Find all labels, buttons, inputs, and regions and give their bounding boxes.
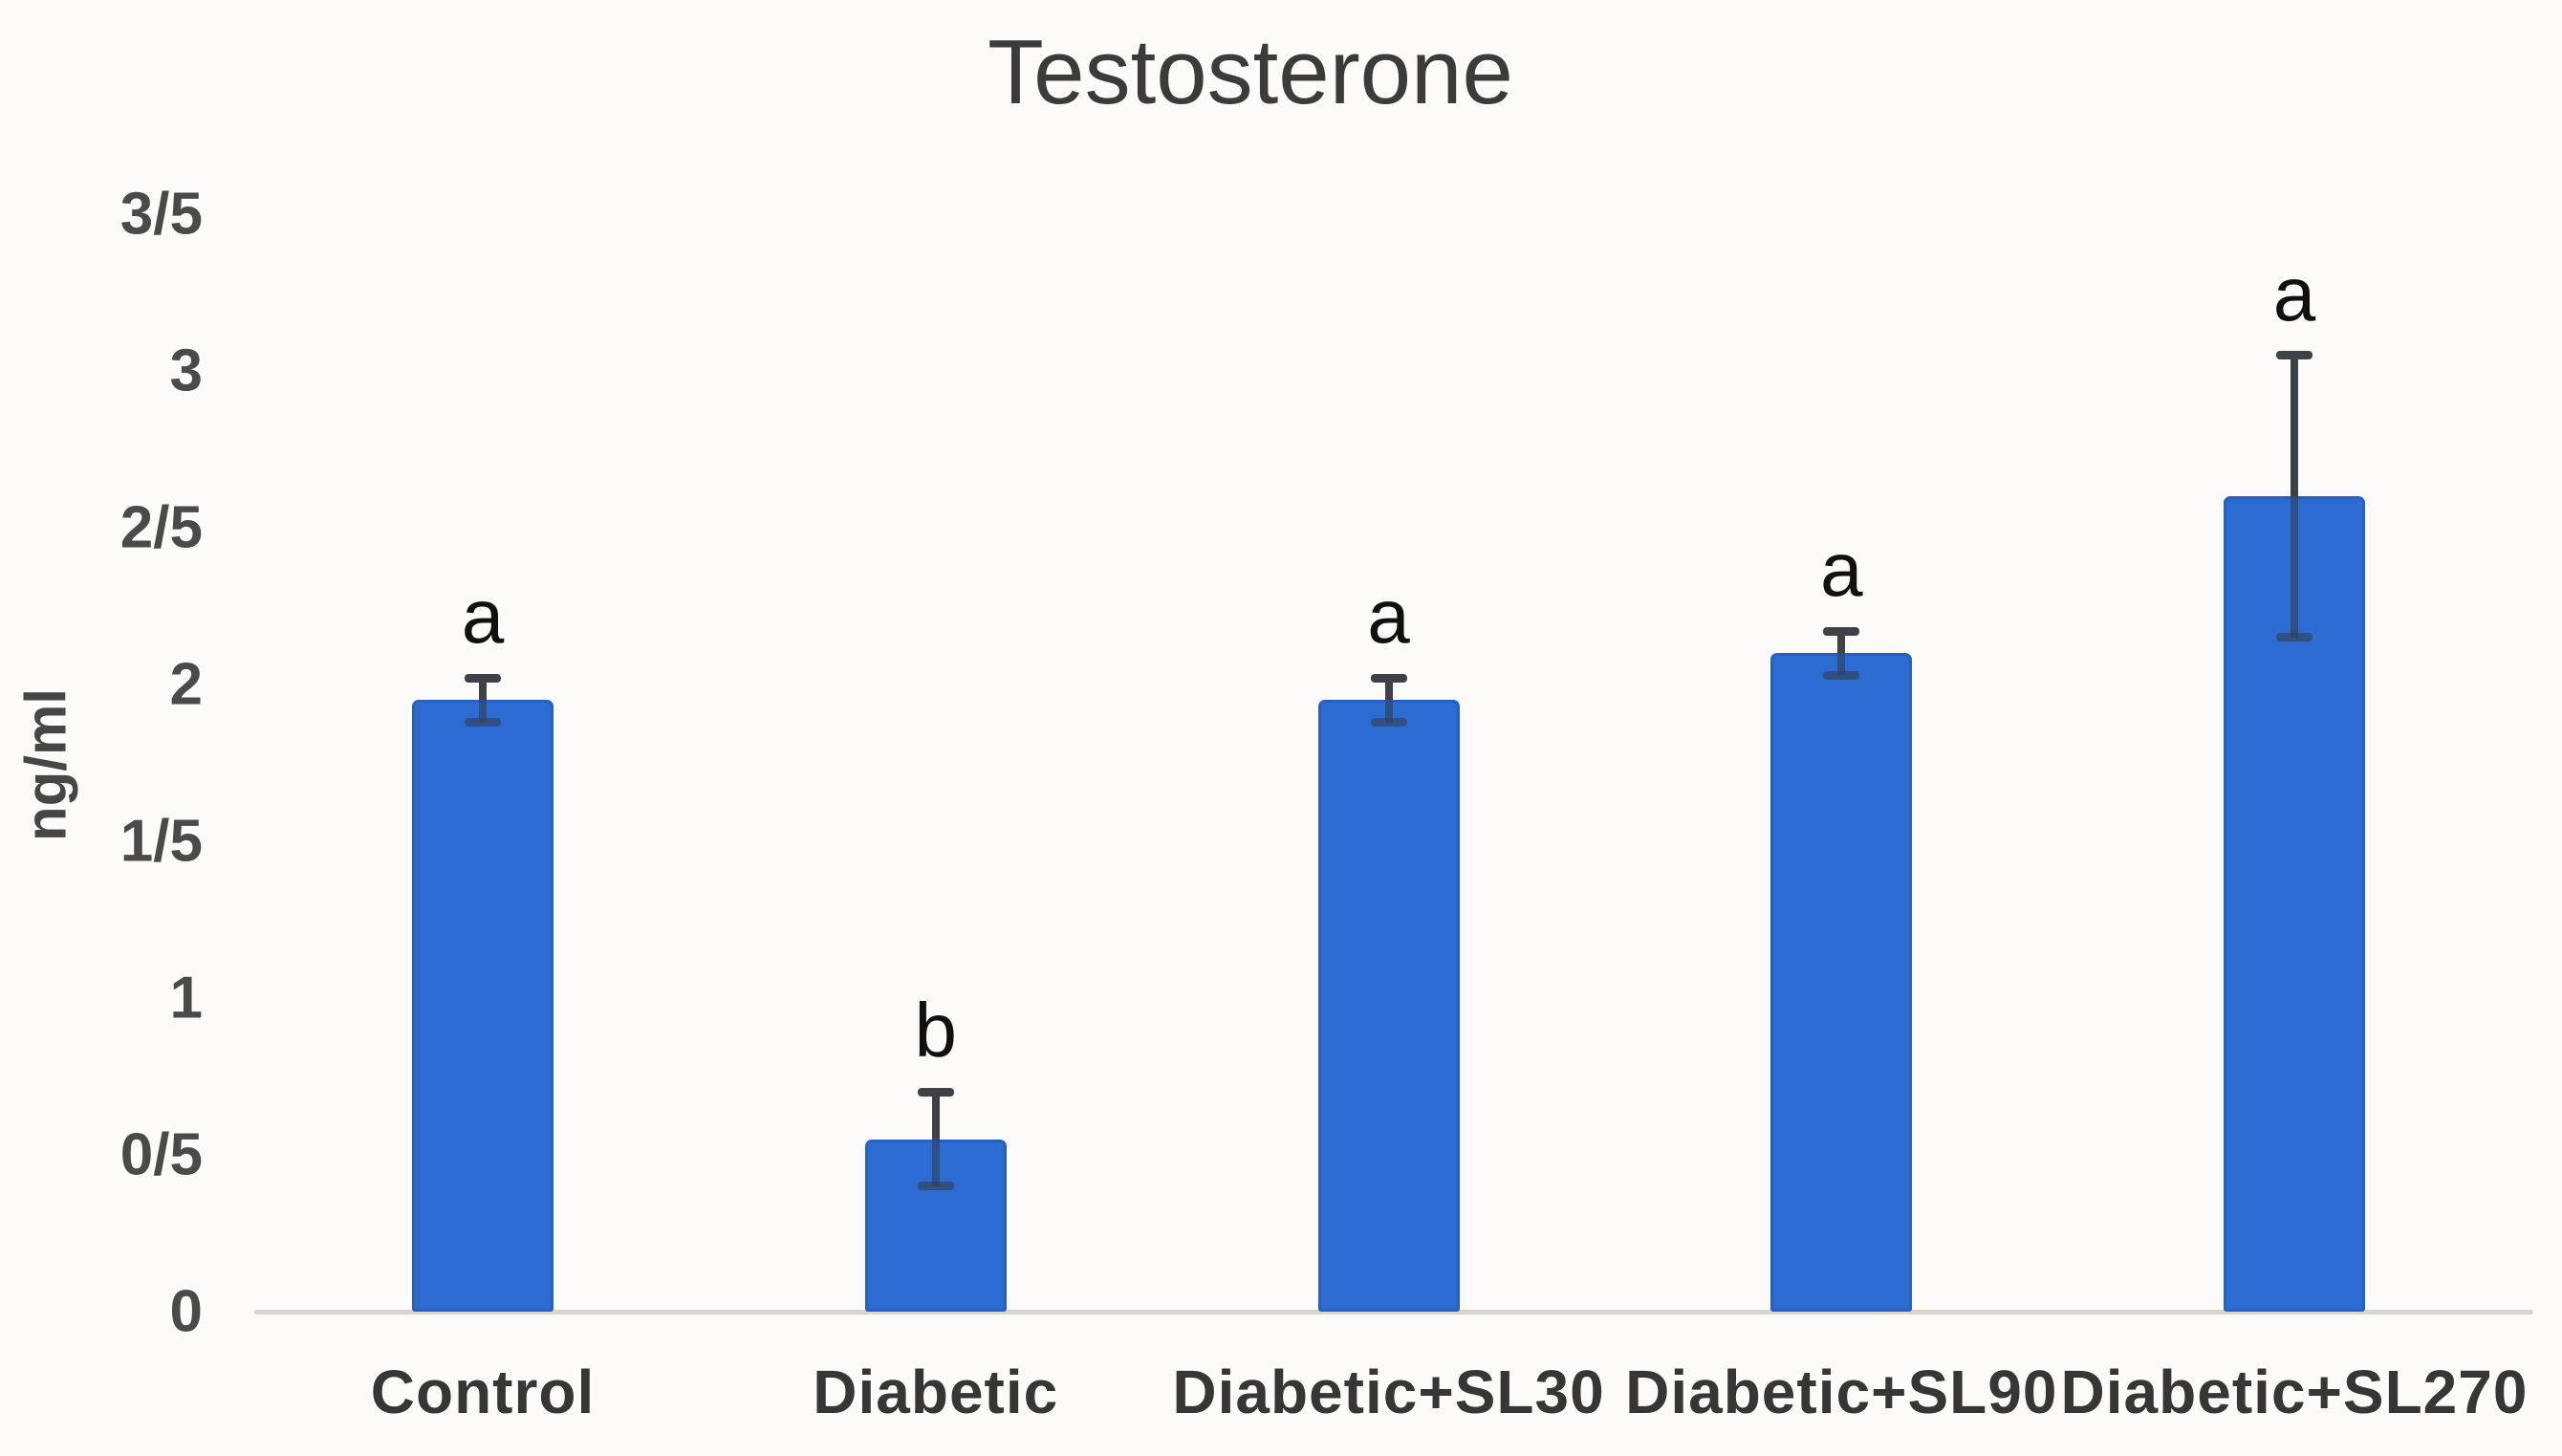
x-axis-label-diabetic: Diabetic	[813, 1358, 1059, 1426]
significance-letter-diabetic-sl30: a	[1367, 574, 1410, 660]
y-tick-label-1: 1	[169, 965, 203, 1032]
significance-letter-diabetic-sl270: a	[2272, 250, 2316, 337]
y-tick-label-3: 3	[169, 337, 203, 404]
error-bar-lower-control	[479, 700, 487, 723]
error-bar-upper-diabetic-sl30	[1384, 678, 1393, 701]
error-bar-top-cap-control	[465, 673, 501, 683]
y-axis-title: ng/ml	[13, 688, 78, 841]
x-axis-label-control: Control	[370, 1358, 596, 1426]
error-bar-bottom-cap-diabetic-sl30	[1370, 717, 1407, 727]
bar-control	[412, 700, 554, 1312]
error-bar-lower-diabetic-sl90	[1837, 653, 1846, 676]
bar-diabetic-sl90	[1770, 653, 1913, 1312]
error-bar-top-cap-diabetic	[917, 1087, 954, 1097]
y-tick-label-3-5: 3/5	[119, 181, 203, 248]
chart-title: Testosterone	[988, 21, 1513, 123]
error-bar-bottom-cap-control	[465, 717, 501, 727]
bar-diabetic-sl30	[1317, 700, 1460, 1312]
x-axis-label-diabetic-sl30: Diabetic+SL30	[1172, 1358, 1605, 1426]
x-axis-line	[254, 1310, 2533, 1315]
error-bar-upper-control	[479, 678, 487, 701]
error-bar-bottom-cap-diabetic-sl90	[1823, 670, 1860, 680]
y-tick-label-0-5: 0/5	[119, 1121, 203, 1188]
y-tick-label-1-5: 1/5	[119, 808, 203, 875]
significance-letter-control: a	[461, 574, 505, 660]
error-bar-top-cap-diabetic-sl90	[1823, 626, 1860, 636]
x-axis-label-diabetic-sl270: Diabetic+SL270	[2060, 1358, 2529, 1426]
error-bar-upper-diabetic	[931, 1092, 940, 1140]
error-bar-lower-diabetic-sl270	[2291, 496, 2298, 638]
error-bar-top-cap-diabetic-sl270	[2276, 351, 2312, 360]
error-bar-lower-diabetic-sl30	[1384, 700, 1393, 723]
error-bar-bottom-cap-diabetic-sl270	[2276, 633, 2312, 642]
significance-letter-diabetic: b	[914, 988, 958, 1074]
error-bar-lower-diabetic	[931, 1139, 940, 1186]
y-tick-label-2-5: 2/5	[119, 494, 203, 561]
error-bar-upper-diabetic-sl270	[2291, 355, 2298, 497]
error-bar-top-cap-diabetic-sl30	[1370, 673, 1407, 683]
significance-letter-diabetic-sl90: a	[1820, 527, 1863, 613]
error-bar-bottom-cap-diabetic	[917, 1182, 954, 1191]
y-tick-label-0: 0	[169, 1278, 203, 1345]
error-bar-upper-diabetic-sl90	[1837, 631, 1846, 654]
x-axis-label-diabetic-sl90: Diabetic+SL90	[1625, 1358, 2058, 1426]
y-tick-label-2: 2	[169, 651, 203, 718]
